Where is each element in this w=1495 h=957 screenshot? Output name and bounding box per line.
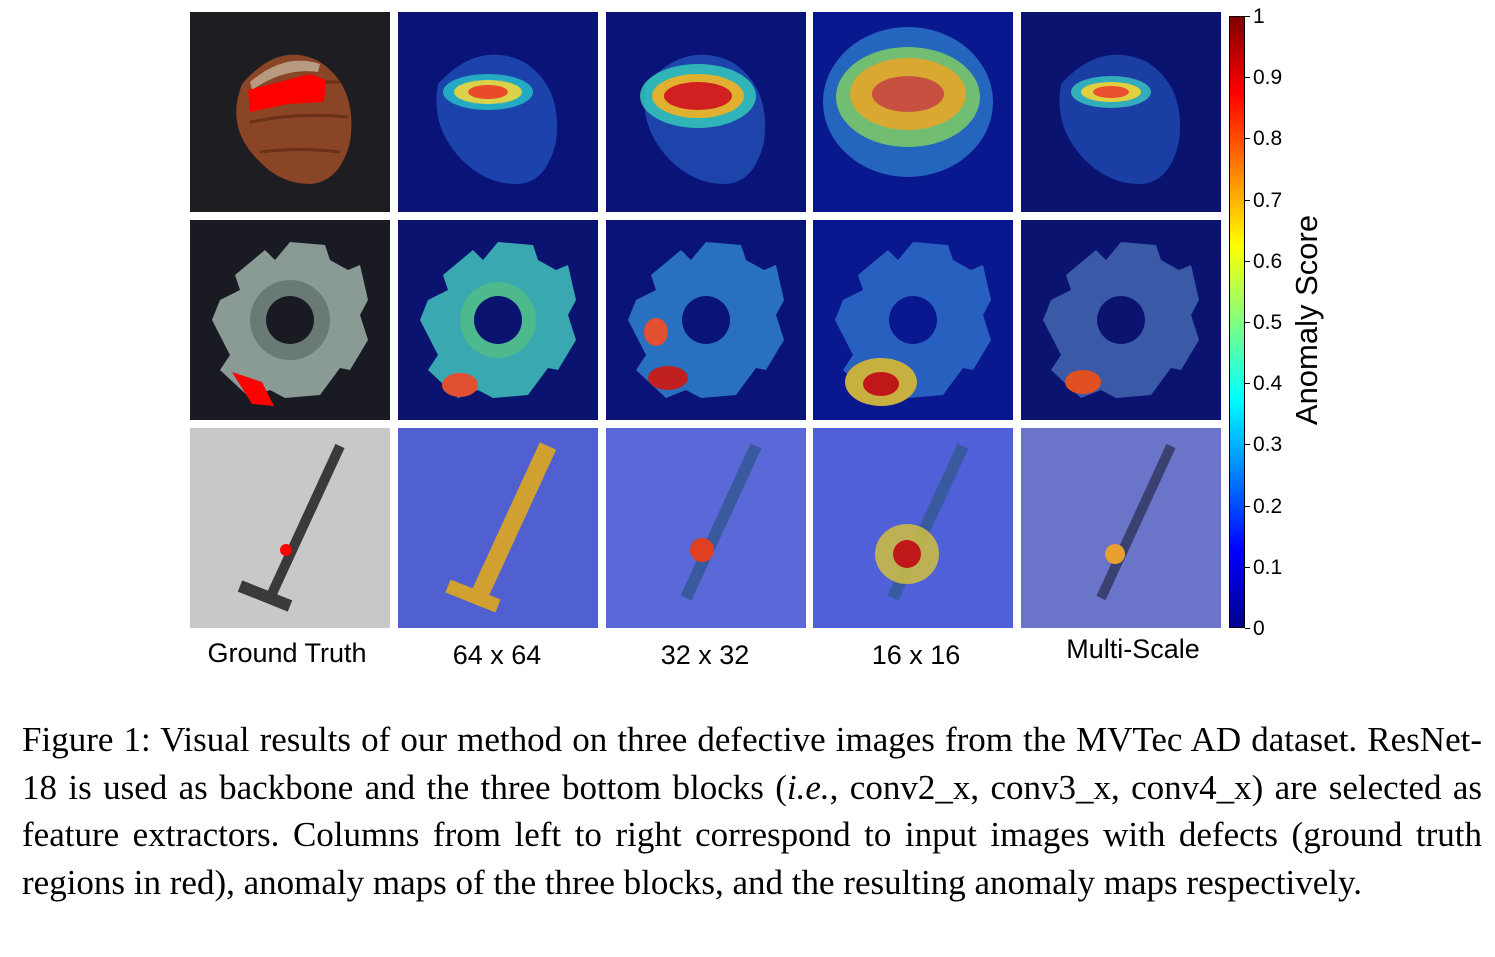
colorbar-tick-label: 0.3 [1253,433,1283,457]
colorbar-tick-label: 0.2 [1253,494,1283,518]
screw-32x32-map [606,428,806,628]
colorbar-tick-label: 0.7 [1253,188,1283,212]
column-label-16x16: 16 x 16 [871,640,961,670]
colorbar-tick-label: 0.6 [1253,249,1283,273]
screw-64x64-map [398,428,598,628]
caption-ie: i.e. [786,767,830,807]
figure-caption: Figure 1: Visual results of our method o… [22,716,1482,906]
colorbar-tick [1245,505,1250,507]
screw-multi-scale-map [1021,428,1221,628]
metal-nut-multi-scale-map [1021,220,1221,420]
colorbar-tick-label: 0.1 [1253,555,1283,579]
column-label-64x64: 64 x 64 [452,640,542,670]
colorbar-tick [1245,566,1250,568]
colorbar-tick [1245,199,1250,201]
column-label-multi-scale: Multi-Scale [1066,634,1200,664]
metal-nut-ground-truth-image [190,220,390,420]
caption-label: Figure 1: [22,720,151,759]
hazelnut-ground-truth-image [190,12,390,212]
screw-16x16-map [813,428,1013,628]
anomaly-colorbar [1229,16,1245,628]
metal-nut-16x16-map [813,220,1013,420]
colorbar-tick-label: 0 [1253,617,1265,640]
colorbar-tick [1245,77,1250,79]
column-label-32x32: 32 x 32 [660,640,750,670]
caption-text-1: Visual results of our method on three de… [22,720,1482,807]
metal-nut-64x64-map [398,220,598,420]
colorbar-tick-label: 0.4 [1253,372,1283,396]
metal-nut-32x32-map [606,220,806,420]
colorbar-tick [1245,628,1250,629]
colorbar-tick [1245,444,1250,446]
hazelnut-32x32-map [606,12,806,212]
hazelnut-64x64-map [398,12,598,212]
colorbar-tick-label: 1 [1253,5,1265,28]
hazelnut-multi-scale-map [1021,12,1221,212]
screw-ground-truth-image [190,428,390,628]
colorbar-tick-label: 0.5 [1253,311,1283,334]
colorbar-tick [1245,16,1250,17]
colorbar-title: Anomaly Score [1289,214,1324,426]
column-label-ground-truth: Ground Truth [207,638,367,668]
colorbar-tick [1245,138,1250,140]
colorbar-tick-label: 0.9 [1253,66,1283,90]
colorbar-tick [1245,322,1250,323]
colorbar-tick [1245,260,1250,262]
colorbar-tick-label: 0.8 [1253,127,1283,151]
colorbar-tick [1245,383,1250,385]
hazelnut-16x16-map [813,12,1013,212]
caption-text-2: , conv2_x, conv3_x, conv4_x) are selecte… [22,767,1482,902]
